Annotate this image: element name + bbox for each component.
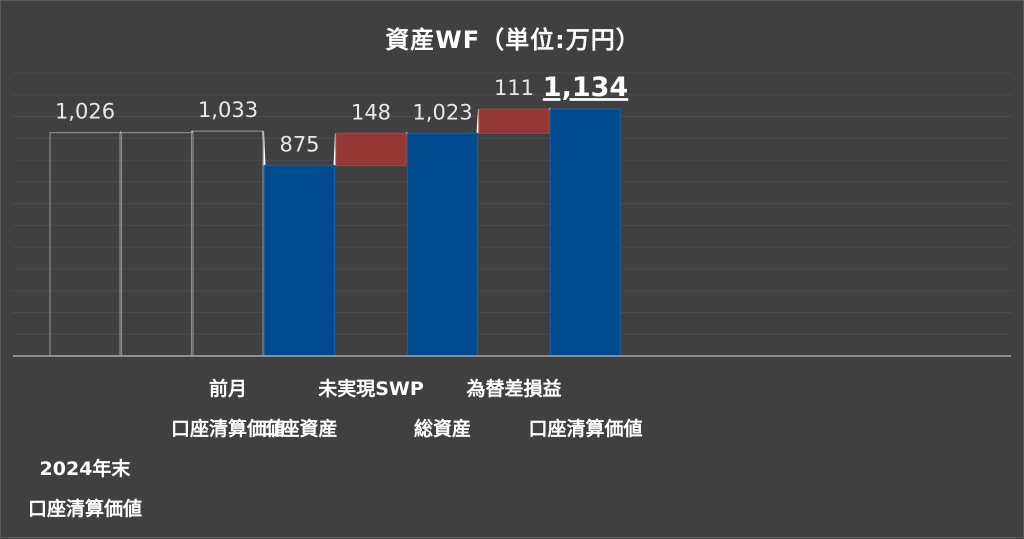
value-labels: 1,026 1,033 875 148 1,023 111 1,134	[55, 72, 628, 156]
bar-3	[263, 164, 336, 357]
category-label-2: 前月	[209, 377, 247, 400]
category-label-4: 未実現SWP	[317, 377, 424, 400]
data-label-5: 1,023	[412, 100, 472, 124]
category-label-7: 口座清算価値	[528, 417, 642, 440]
bar-4	[335, 132, 407, 167]
category-label-2: 口座清算価値	[171, 417, 285, 440]
category-label-6: 為替差損益	[466, 377, 561, 400]
data-label-6: 111	[494, 76, 534, 100]
bar-7	[549, 108, 622, 357]
category-label-5: 総資産	[414, 417, 471, 440]
category-labels: 2024年末口座清算価値前月口座清算価値口座資産未実現SWP総資産為替差損益口座…	[28, 377, 643, 520]
category-label-3: 口座資産	[261, 417, 337, 440]
category-label-0: 口座清算価値	[28, 497, 142, 520]
bar-5	[406, 132, 479, 357]
bars	[49, 108, 622, 357]
data-label-4: 148	[351, 100, 391, 124]
chart-title: 資産WF（単位:万円）	[385, 26, 640, 54]
data-label-0: 1,026	[55, 100, 115, 124]
data-label-3: 875	[279, 133, 319, 157]
category-label-0: 2024年末	[40, 457, 132, 480]
bar-6	[478, 108, 550, 134]
data-label-7: 1,134	[543, 72, 628, 103]
bar-2	[192, 130, 264, 357]
data-label-2: 1,033	[198, 98, 258, 122]
bar-1	[120, 132, 193, 357]
gridlines	[13, 72, 1011, 335]
bar-0	[49, 132, 121, 357]
